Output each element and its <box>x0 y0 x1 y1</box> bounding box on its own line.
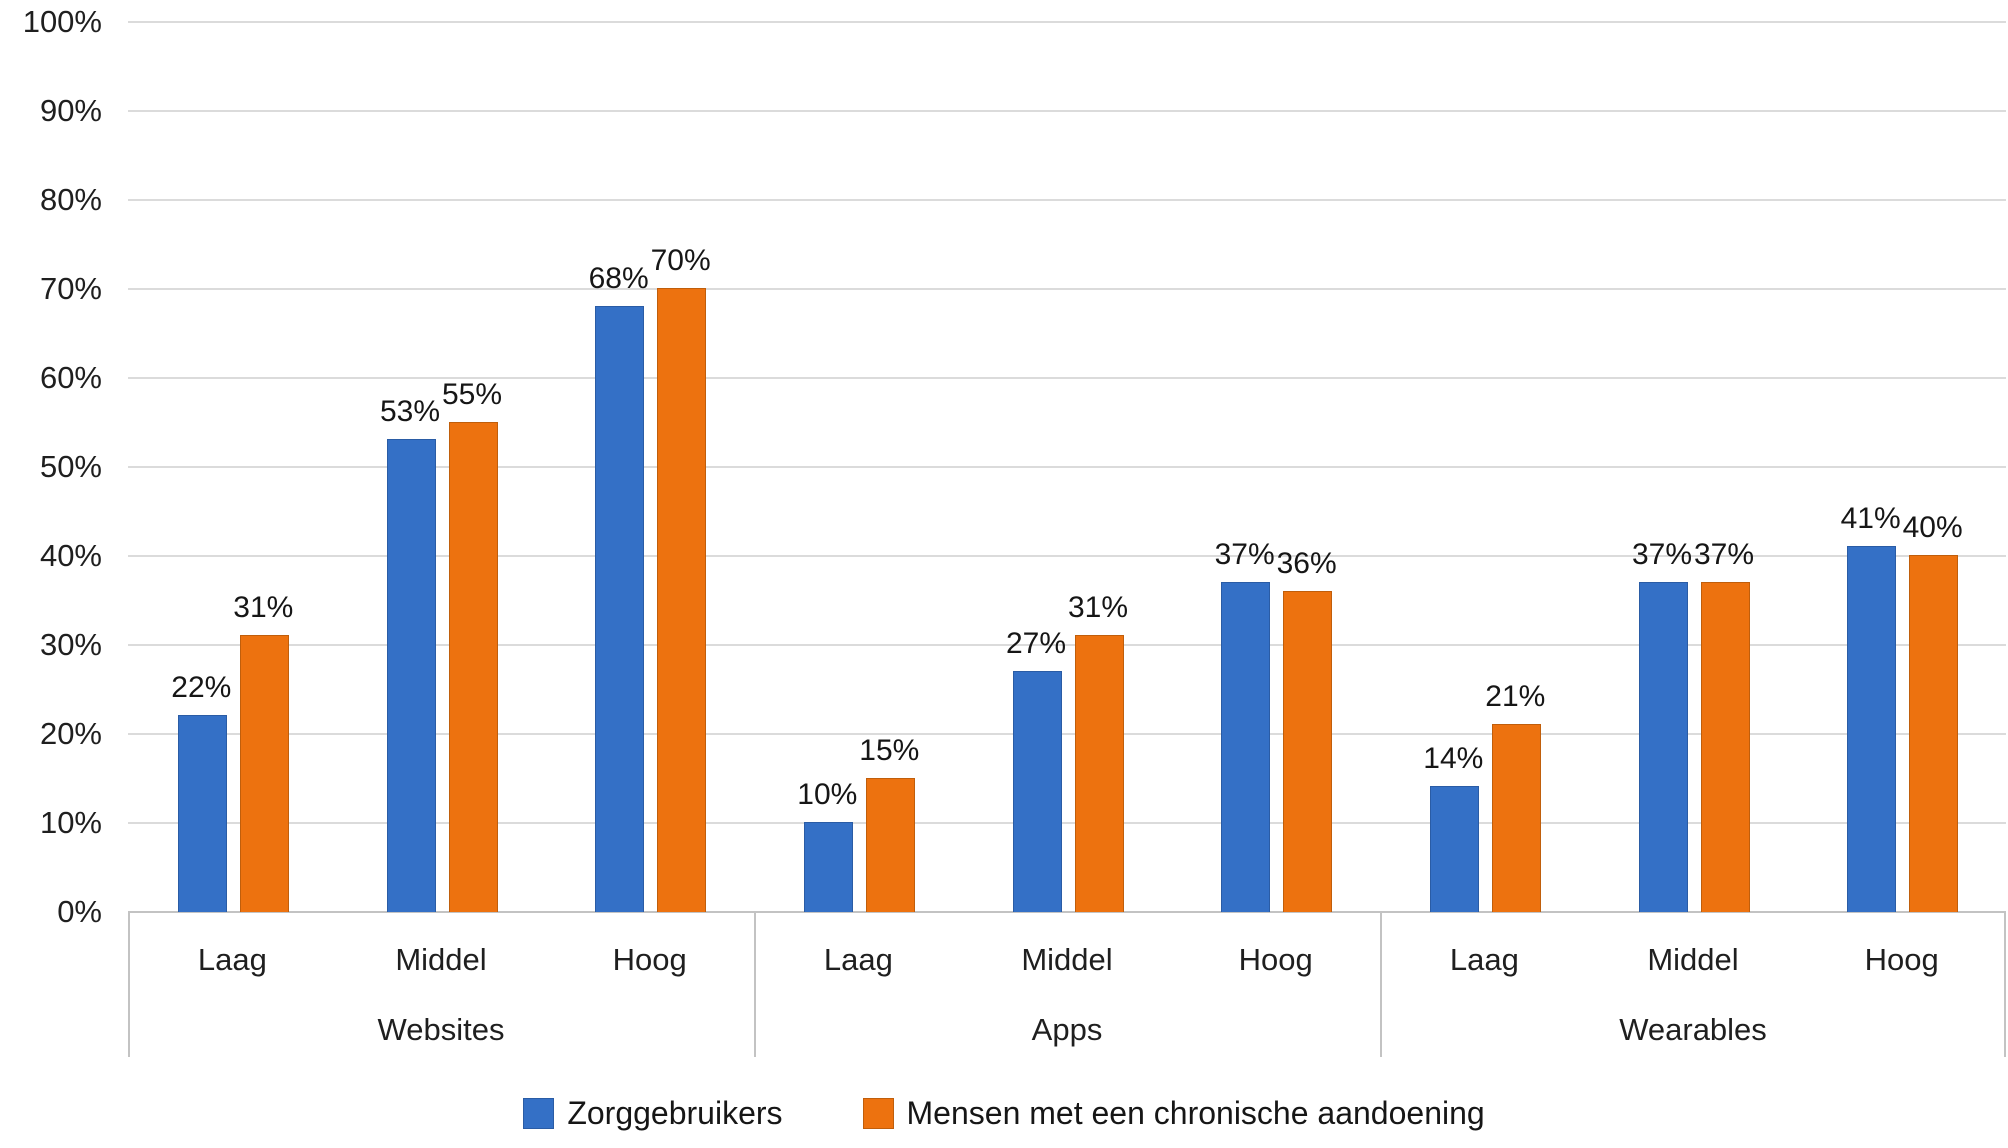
data-label-mensen-met-een-chronische-aandoening-websites-hoog: 70% <box>650 244 711 277</box>
gridline-0 <box>128 911 2006 913</box>
category-label-wearables-hoog: Hoog <box>1864 942 1939 977</box>
category-label-websites-hoog: Hoog <box>612 942 687 977</box>
data-label-zorggebruikers-wearables-middel: 37% <box>1631 537 1693 571</box>
gridline-20 <box>128 733 2006 735</box>
group-label-wearables: Wearables <box>1619 1012 1767 1047</box>
y-tick-label-40: 40% <box>39 538 102 573</box>
bar-zorggebruikers-wearables-laag <box>1429 786 1479 912</box>
gridline-70 <box>128 288 2006 290</box>
bar-zorggebruikers-wearables-middel <box>1638 581 1688 912</box>
y-tick-label-20: 20% <box>39 716 102 751</box>
axis-divider-0 <box>128 912 130 1057</box>
bar-zorggebruikers-wearables-hoog <box>1847 546 1897 912</box>
data-label-zorggebruikers-websites-laag: 22% <box>171 671 232 705</box>
gridline-40 <box>128 555 2006 557</box>
y-tick-label-50: 50% <box>39 449 102 484</box>
bar-mensen-met-een-chronische-aandoening-apps-hoog <box>1283 590 1333 912</box>
bar-zorggebruikers-apps-middel <box>1012 670 1062 912</box>
x-axis: Laag Middel Hoog Websites Laag Middel Hoog Apps… <box>128 912 2006 1057</box>
bar-mensen-met-een-chronische-aandoening-wearables-laag <box>1491 724 1541 912</box>
legend: Zorggebruikers Mensen met een chronische… <box>0 1085 2008 1141</box>
data-label-zorggebruikers-wearables-laag: 14% <box>1423 742 1484 776</box>
data-label-mensen-met-een-chronische-aandoening-apps-middel: 31% <box>1067 591 1129 625</box>
data-label-mensen-met-een-chronische-aandoening-websites-middel: 55% <box>441 377 503 411</box>
legend-swatch-orange-icon <box>862 1097 894 1129</box>
axis-divider-3 <box>2004 912 2006 1057</box>
group-label-apps: Apps <box>1031 1012 1103 1047</box>
gridline-50 <box>128 466 2006 468</box>
bar-mensen-met-een-chronische-aandoening-websites-middel <box>448 421 498 912</box>
bar-mensen-met-een-chronische-aandoening-wearables-middel <box>1700 581 1750 912</box>
category-label-websites-laag: Laag <box>197 942 267 977</box>
data-label-mensen-met-een-chronische-aandoening-apps-laag: 15% <box>859 733 920 767</box>
data-label-mensen-met-een-chronische-aandoening-wearables-laag: 21% <box>1485 680 1546 714</box>
plot-area: 22% 31% 53% 55% 68% 70% 10% 15% 27% 31% 37% 36% 14% 2… <box>128 21 2006 913</box>
bar-mensen-met-een-chronische-aandoening-wearables-hoog <box>1909 555 1959 912</box>
bar-mensen-met-een-chronische-aandoening-websites-hoog <box>657 288 707 912</box>
category-label-wearables-laag: Laag <box>1449 942 1519 977</box>
data-label-zorggebruikers-apps-hoog: 37% <box>1214 537 1275 571</box>
data-label-mensen-met-een-chronische-aandoening-wearables-middel: 37% <box>1693 537 1755 571</box>
bar-zorggebruikers-websites-laag <box>177 715 227 912</box>
bar-mensen-met-een-chronische-aandoening-apps-laag <box>865 777 915 912</box>
data-label-zorggebruikers-websites-middel: 53% <box>379 395 441 429</box>
axis-divider-2 <box>1380 912 1382 1057</box>
bar-mensen-met-een-chronische-aandoening-websites-laag <box>239 635 289 912</box>
legend-label-zorggebruikers: Zorggebruikers <box>567 1094 783 1131</box>
y-tick-label-100: 100% <box>22 4 102 39</box>
y-tick-label-30: 30% <box>39 627 102 662</box>
legend-item-chronische-aandoening: Mensen met een chronische aandoening <box>862 1094 1485 1132</box>
axis-divider-1 <box>754 912 756 1057</box>
bar-zorggebruikers-apps-hoog <box>1221 581 1271 912</box>
y-tick-label-70: 70% <box>39 271 102 306</box>
bar-zorggebruikers-websites-middel <box>386 439 436 912</box>
gridline-30 <box>128 644 2006 646</box>
data-label-zorggebruikers-wearables-hoog: 41% <box>1840 502 1901 536</box>
data-label-mensen-met-een-chronische-aandoening-apps-hoog: 36% <box>1276 546 1337 580</box>
category-label-apps-laag: Laag <box>823 942 893 977</box>
data-label-zorggebruikers-apps-laag: 10% <box>797 778 858 811</box>
y-tick-label-80: 80% <box>39 182 102 217</box>
gridline-80 <box>128 199 2006 201</box>
category-label-apps-middel: Middel <box>1021 942 1113 977</box>
category-label-websites-middel: Middel <box>395 942 487 977</box>
data-label-zorggebruikers-apps-middel: 27% <box>1005 626 1067 660</box>
gridline-60 <box>128 377 2006 379</box>
data-label-mensen-met-een-chronische-aandoening-websites-laag: 31% <box>233 591 294 625</box>
legend-item-zorggebruikers: Zorggebruikers <box>523 1094 783 1132</box>
bar-zorggebruikers-apps-laag <box>803 822 853 912</box>
y-tick-label-10: 10% <box>39 805 102 840</box>
category-label-wearables-middel: Middel <box>1647 942 1739 977</box>
category-label-apps-hoog: Hoog <box>1238 942 1313 977</box>
bar-zorggebruikers-websites-hoog <box>595 305 645 912</box>
bar-mensen-met-een-chronische-aandoening-apps-middel <box>1074 635 1124 912</box>
gridline-100 <box>128 21 2006 23</box>
data-label-mensen-met-een-chronische-aandoening-wearables-hoog: 40% <box>1902 511 1963 544</box>
data-label-zorggebruikers-websites-hoog: 68% <box>588 261 649 295</box>
legend-swatch-blue-icon <box>523 1097 555 1129</box>
legend-label-chronische-aandoening: Mensen met een chronische aandoening <box>906 1094 1485 1131</box>
group-label-websites: Websites <box>377 1012 505 1047</box>
y-tick-label-0: 0% <box>57 894 102 929</box>
gridline-90 <box>128 110 2006 112</box>
y-tick-label-60: 60% <box>39 360 102 395</box>
gridline-10 <box>128 822 2006 824</box>
y-tick-label-90: 90% <box>39 93 102 128</box>
